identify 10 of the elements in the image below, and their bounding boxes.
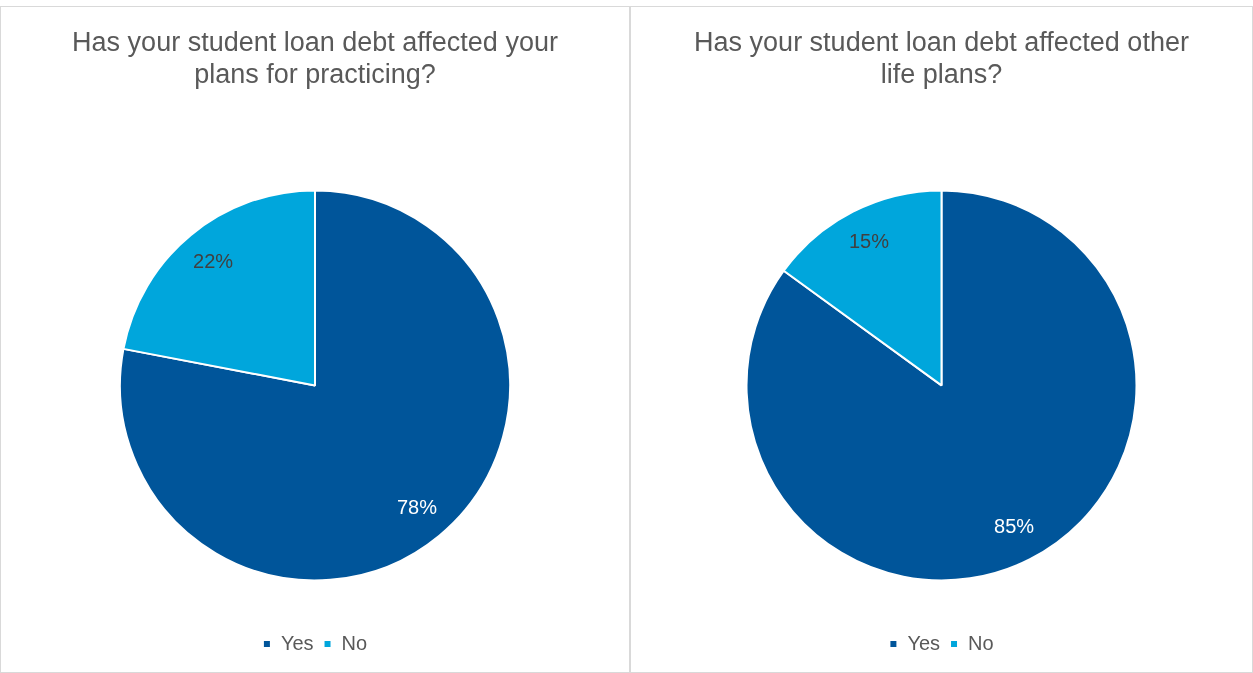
data-label: 22% [193,249,234,272]
chart-title: Has your student loan debt affected other life plans? [694,26,1189,90]
legend-label: Yes [280,631,314,654]
data-label: 78% [396,496,438,519]
legend-label: Yes [907,631,941,654]
legend-label: No [341,631,368,654]
chart-title: Has your student loan debt affected your plans for practicing? [72,26,558,90]
data-label: 85% [994,515,1035,538]
legend-label: No [968,631,994,654]
data-label: 15% [848,230,890,253]
